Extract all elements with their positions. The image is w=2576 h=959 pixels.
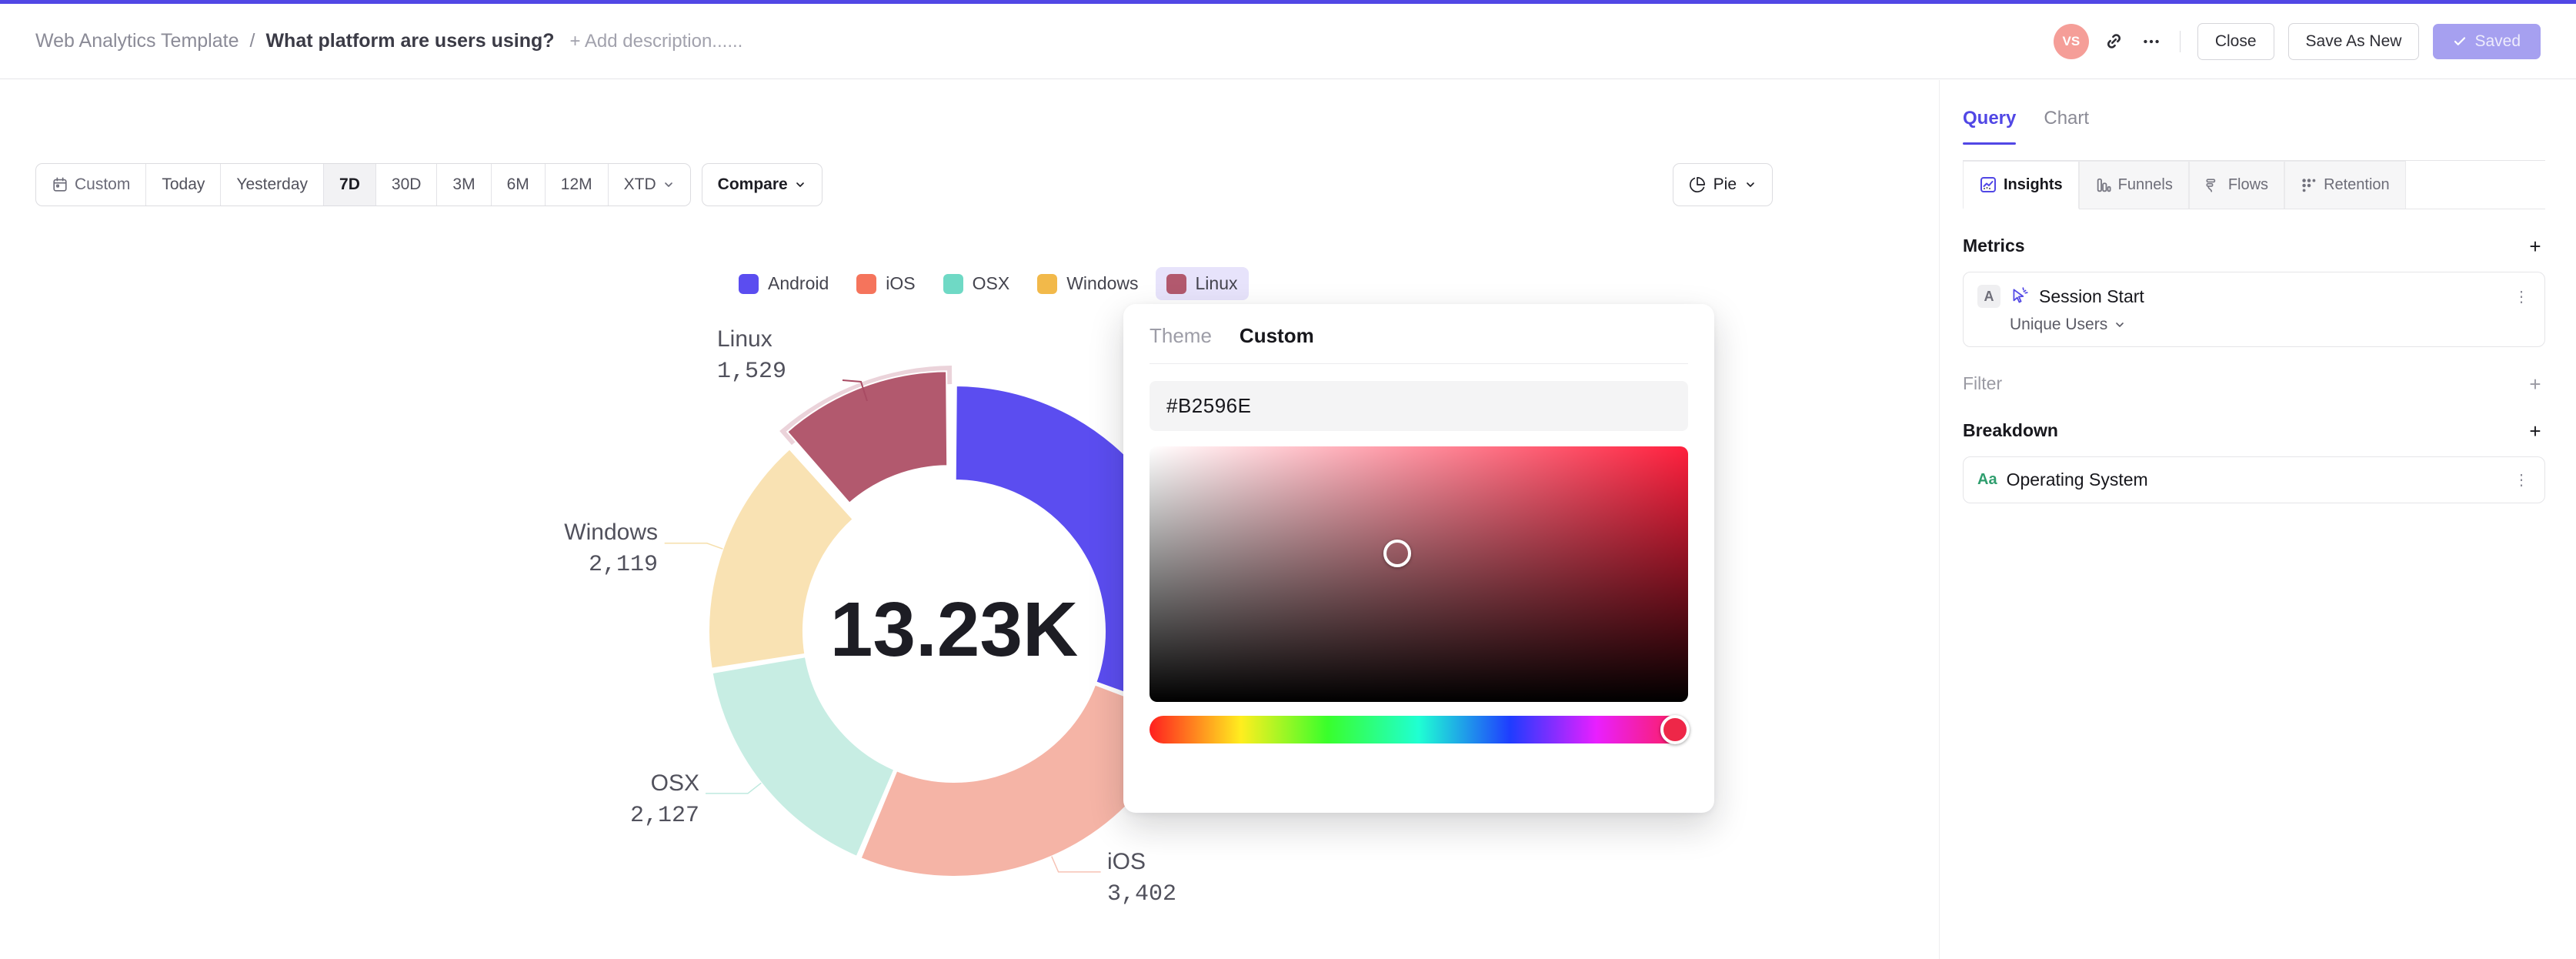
svg-text:13.23K: 13.23K: [830, 586, 1078, 673]
svg-text:1,529: 1,529: [717, 359, 786, 385]
svg-text:2,119: 2,119: [589, 552, 658, 578]
svg-text:2,127: 2,127: [630, 803, 699, 829]
svg-text:Linux: Linux: [717, 326, 772, 352]
svg-text:OSX: OSX: [651, 770, 699, 796]
svg-text:3,402: 3,402: [1107, 881, 1176, 907]
svg-text:iOS: iOS: [1107, 849, 1146, 874]
svg-text:Windows: Windows: [564, 520, 658, 545]
